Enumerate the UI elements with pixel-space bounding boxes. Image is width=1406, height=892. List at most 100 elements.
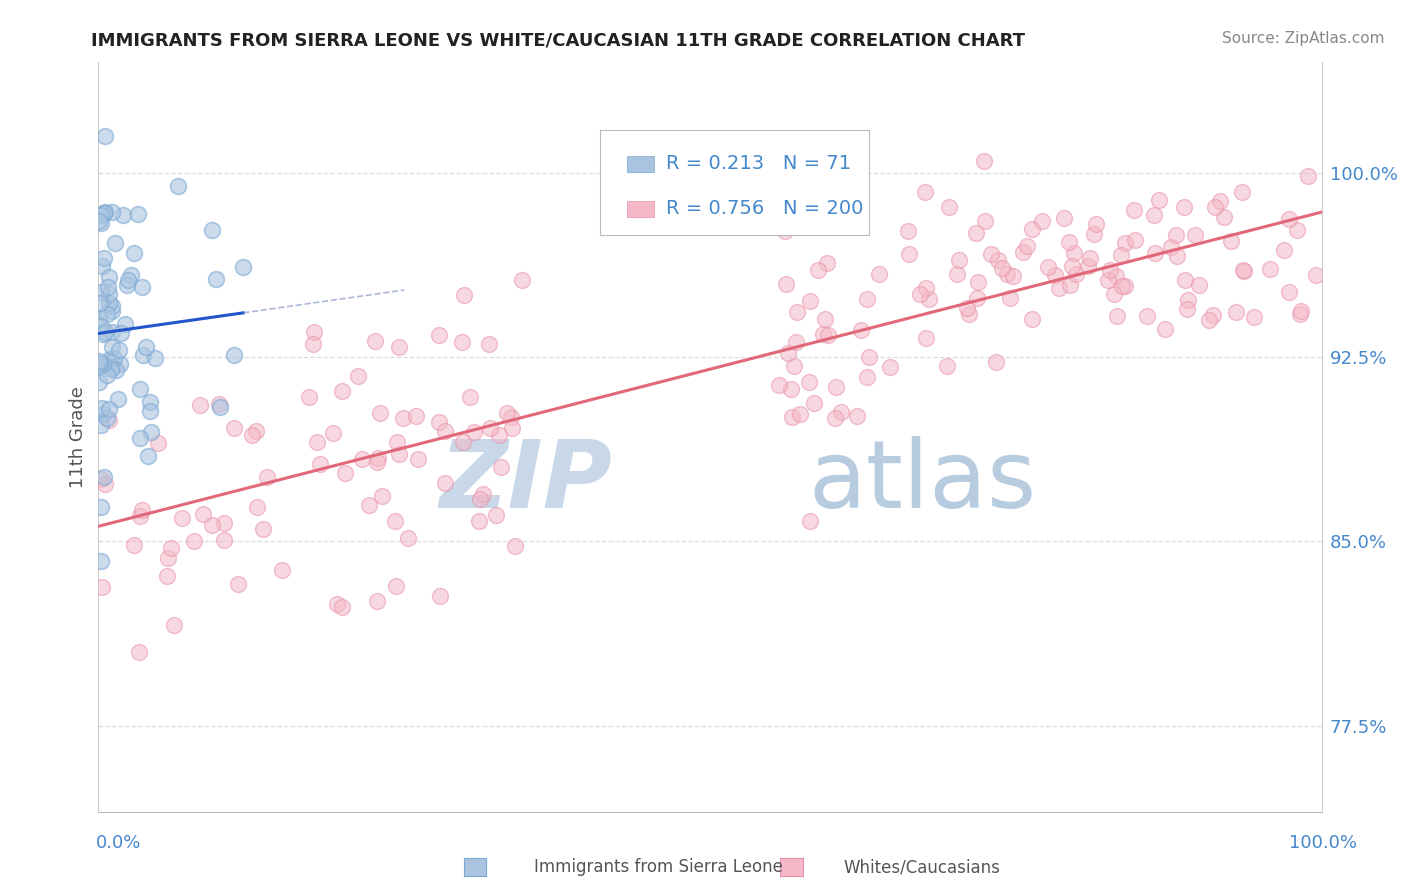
Point [101,339,124,353]
Point [138,394,160,409]
Point [98,296,121,310]
Point [803,395,825,409]
Point [212,533,235,548]
Point [121,268,143,282]
Point [298,390,321,404]
Point [388,446,411,460]
Point [94,204,117,219]
Point [302,336,325,351]
Point [388,340,411,354]
Point [90,500,112,514]
Point [127,207,149,221]
Point [786,305,808,319]
Point [1001,269,1024,284]
Point [94,325,117,339]
Point [991,261,1014,276]
Point [815,256,838,270]
Point [97,280,120,294]
Point [1105,269,1128,284]
Point [93,357,115,371]
Point [224,421,246,435]
Point [782,359,804,373]
Point [855,292,877,306]
Point [148,436,170,450]
Point [1078,251,1101,265]
Point [495,407,517,421]
Point [1204,200,1226,214]
Point [167,178,190,193]
Point [434,425,457,439]
Point [366,594,388,608]
Point [1285,223,1308,237]
Point [799,514,821,528]
Point [1278,211,1301,226]
Point [122,246,145,260]
Text: atlas: atlas [808,436,1036,528]
Point [1208,194,1230,209]
Point [1102,286,1125,301]
Point [385,579,408,593]
Point [94,129,117,144]
Point [1173,273,1195,287]
Point [453,288,475,302]
Point [1272,244,1295,258]
Point [1136,310,1159,324]
Point [131,348,153,362]
Point [183,533,205,548]
Point [357,498,380,512]
Point [427,415,450,429]
Point [915,331,938,345]
Point [108,343,131,358]
Point [959,307,981,321]
Point [156,551,179,566]
Point [135,340,157,354]
Point [1063,246,1085,260]
Point [995,267,1018,281]
Point [1036,260,1059,274]
Point [918,292,941,306]
Point [332,599,354,614]
Point [392,410,415,425]
Point [406,452,429,467]
Point [1114,278,1136,293]
Point [1175,302,1198,317]
Point [433,475,456,490]
Point [776,345,799,359]
Point [1143,208,1166,222]
Point [104,235,127,250]
Point [470,492,492,507]
Point [1109,248,1132,262]
Point [1077,259,1099,273]
Point [830,404,852,418]
Point [1177,293,1199,308]
Point [302,325,325,339]
Point [89,353,111,368]
Point [270,563,292,577]
Point [1213,211,1236,225]
Point [232,260,254,274]
Point [1289,307,1312,321]
Point [170,511,193,525]
Point [451,434,474,449]
Point [1066,267,1088,281]
Point [1202,309,1225,323]
Point [1289,304,1312,318]
Point [139,425,162,439]
Point [773,224,796,238]
Point [1122,203,1144,218]
Point [201,223,224,237]
Point [965,226,987,240]
Point [384,514,406,528]
Text: Immigrants from Sierra Leone: Immigrants from Sierra Leone [534,858,783,876]
Point [90,417,112,432]
Point [117,272,139,286]
Point [240,428,263,442]
Point [780,382,803,396]
Point [868,267,890,281]
Text: R = 0.213   N = 71: R = 0.213 N = 71 [666,153,851,173]
FancyBboxPatch shape [627,155,654,172]
Point [501,421,523,435]
Point [93,469,115,483]
Point [307,434,329,449]
Point [209,401,232,415]
